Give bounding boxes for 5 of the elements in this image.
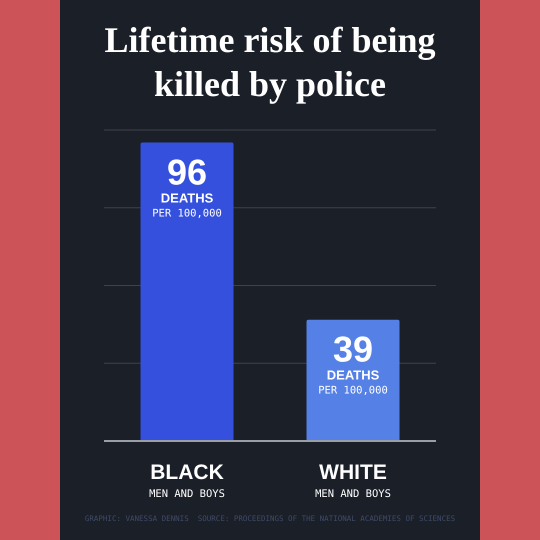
x-tick-label: WHITE MEN AND BOYS	[315, 461, 391, 500]
x-tick-label: BLACK MEN AND BOYS	[149, 461, 225, 500]
chart-title: Lifetime risk of being killed by police	[104, 19, 436, 106]
data-label: 96 DEATHS PER 100,000	[152, 151, 222, 220]
data-label: 39 DEATHS PER 100,000	[318, 328, 388, 397]
